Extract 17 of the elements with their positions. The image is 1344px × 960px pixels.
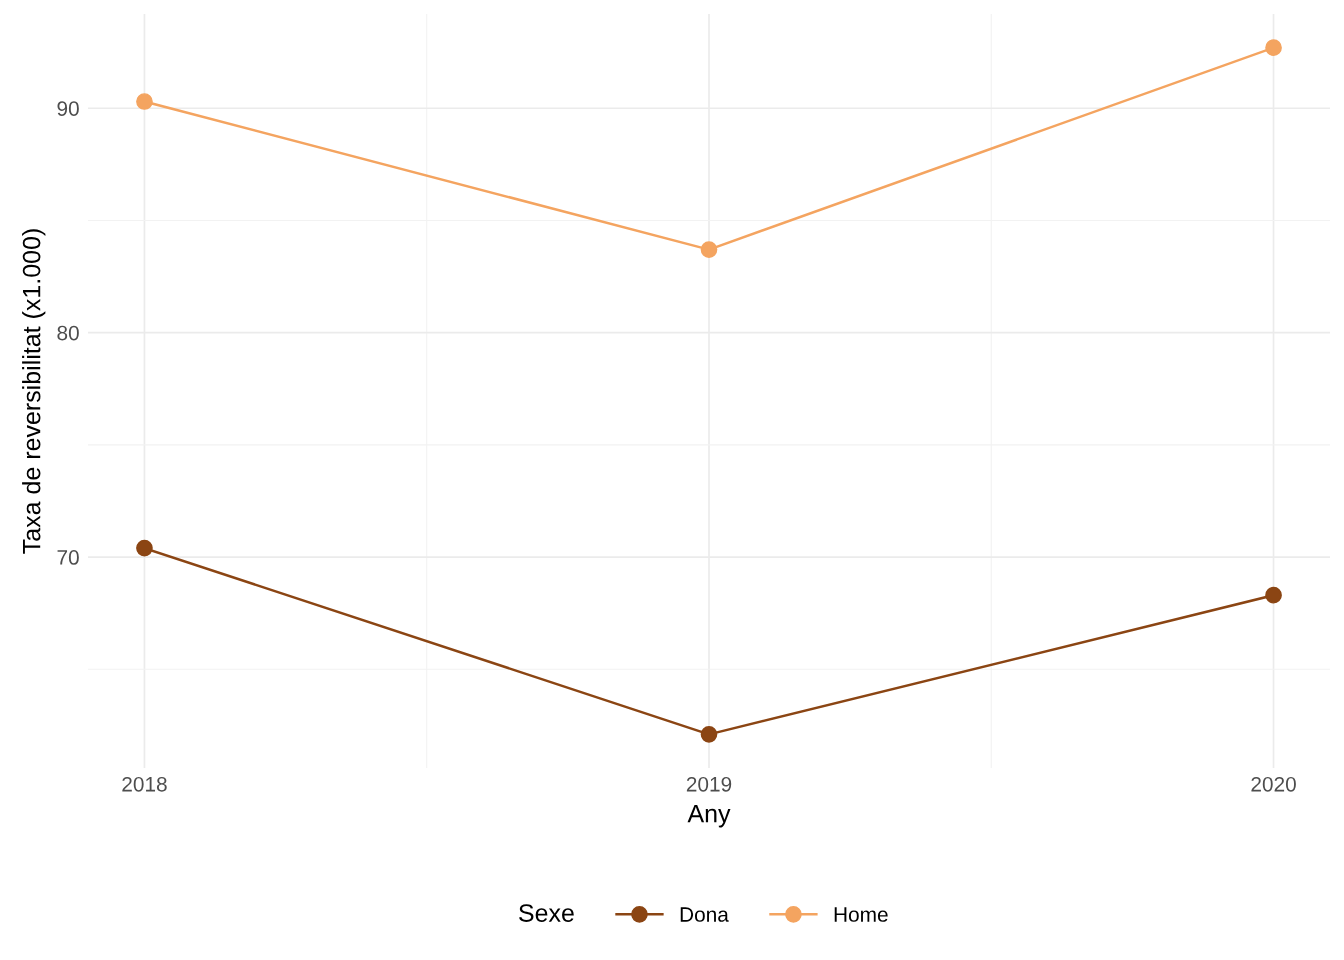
- point: [700, 241, 718, 258]
- point: [1265, 586, 1282, 604]
- point: [136, 93, 153, 110]
- x-tick-label: 2019: [686, 776, 732, 792]
- y-axis-title: Taxa de reversibilitat (x1.000): [22, 229, 46, 554]
- legend-label: Home: [834, 907, 888, 922]
- y-tick-label: 90: [57, 101, 79, 116]
- x-tick-label: 2018: [122, 776, 167, 792]
- legend-title: Sexe: [519, 904, 574, 922]
- x-tick-label: 2020: [1251, 776, 1296, 792]
- point: [1265, 39, 1282, 56]
- y-tick-label: 70: [57, 550, 79, 565]
- point: [136, 539, 153, 557]
- x-axis-title: Any: [687, 805, 731, 828]
- legend-label: Dona: [680, 907, 729, 922]
- y-tick-label: 80: [57, 325, 79, 341]
- point: [700, 726, 718, 743]
